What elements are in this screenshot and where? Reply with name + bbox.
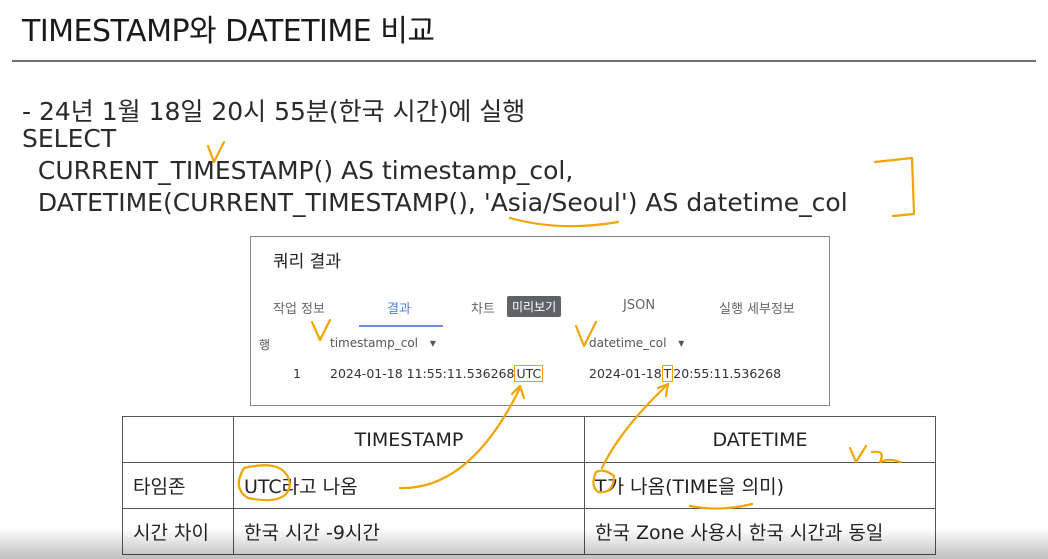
column-header-datetime[interactable]: datetime_col ▾: [589, 336, 684, 350]
header-timestamp: TIMESTAMP: [233, 416, 585, 463]
title-divider: [12, 60, 1036, 62]
column-name: timestamp_col: [330, 336, 419, 350]
timestamp-cell: 2024-01-18 11:55:11.536268 UTC: [330, 365, 544, 382]
code-line-datetime: DATETIME(CURRENT_TIMESTAMP(), 'Asia/Seou…: [22, 188, 848, 217]
table-cell: 한국 Zone 사용시 한국 시간과 동일: [584, 508, 936, 555]
bracket-annotation: [873, 156, 916, 218]
table-cell: T가 나옴(TIME을 의미): [584, 462, 936, 509]
header-blank: [122, 416, 234, 463]
datetime-date: 2024-01-18: [589, 366, 662, 381]
column-header-timestamp[interactable]: timestamp_col ▾: [330, 336, 436, 350]
panel-title: 쿼리 결과: [273, 252, 341, 272]
tab-job-info[interactable]: 작업 정보: [273, 302, 325, 317]
code-line-timestamp: CURRENT_TIMESTAMP() AS timestamp_col,: [22, 156, 574, 185]
query-results-panel: 쿼리 결과 작업 정보 결과 차트 미리보기 JSON 실행 세부정보 행 ti…: [250, 236, 830, 406]
tab-results[interactable]: 결과: [387, 302, 411, 317]
active-tab-indicator: [359, 325, 443, 327]
row-label: 시간 차이: [122, 508, 234, 555]
header-datetime: DATETIME: [584, 416, 936, 463]
code-line-select: SELECT: [22, 124, 117, 153]
comparison-table: TIMESTAMP DATETIME 타임존 UTC라고 나옴 T가 나옴(TI…: [122, 416, 936, 555]
underline-annotation: [508, 216, 620, 228]
preview-badge: 미리보기: [507, 296, 562, 317]
slide-title: TIMESTAMP와 DATETIME 비교: [22, 14, 435, 49]
tab-chart[interactable]: 차트: [471, 302, 495, 317]
table-cell: 한국 시간 -9시간: [233, 508, 585, 555]
execution-note: - 24년 1월 18일 20시 55분(한국 시간)에 실행: [22, 97, 526, 126]
timezone-highlight: UTC: [514, 365, 544, 382]
table-row: 시간 차이 한국 시간 -9시간 한국 Zone 사용시 한국 시간과 동일: [122, 508, 936, 555]
timestamp-value: 2024-01-18 11:55:11.536268: [330, 366, 515, 381]
table-cell: UTC라고 나옴: [233, 462, 585, 509]
t-separator-highlight: T: [661, 365, 674, 382]
row-number-header: 행: [259, 338, 271, 352]
tab-json[interactable]: JSON: [623, 298, 656, 313]
table-row: 타임존 UTC라고 나옴 T가 나옴(TIME을 의미): [122, 462, 936, 509]
dropdown-arrow-icon[interactable]: ▾: [678, 336, 685, 350]
datetime-cell: 2024-01-18 T 20:55:11.536268: [589, 365, 782, 382]
row-label: 타임존: [122, 462, 234, 509]
dropdown-arrow-icon[interactable]: ▾: [429, 336, 436, 350]
datetime-time: 20:55:11.536268: [673, 366, 782, 381]
row-number: 1: [293, 366, 301, 381]
tab-execution-details[interactable]: 실행 세부정보: [719, 302, 795, 317]
column-name: datetime_col: [589, 336, 667, 350]
table-header-row: TIMESTAMP DATETIME: [122, 416, 936, 463]
